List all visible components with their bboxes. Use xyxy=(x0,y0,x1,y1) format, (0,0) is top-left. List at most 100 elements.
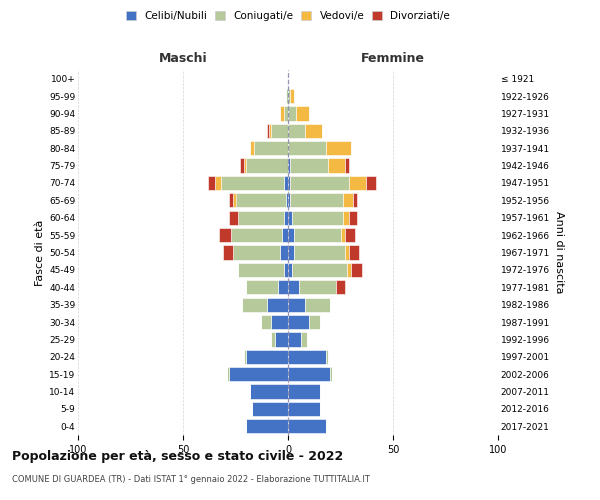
Bar xyxy=(288,367,330,382)
Bar xyxy=(246,419,288,434)
Bar xyxy=(309,315,320,329)
Bar xyxy=(254,141,288,156)
Bar xyxy=(343,193,353,208)
Bar xyxy=(305,298,330,312)
Bar xyxy=(290,193,343,208)
Bar xyxy=(288,228,295,242)
Bar xyxy=(223,246,233,260)
Bar xyxy=(242,298,267,312)
Bar xyxy=(288,384,320,398)
Bar xyxy=(275,332,288,346)
Bar xyxy=(221,176,284,190)
Bar xyxy=(215,176,221,190)
Bar xyxy=(227,367,229,382)
Y-axis label: Fasce di età: Fasce di età xyxy=(35,220,45,286)
Bar xyxy=(286,89,288,103)
Bar xyxy=(267,298,288,312)
Bar xyxy=(288,350,326,364)
Bar xyxy=(235,193,286,208)
Bar xyxy=(288,106,296,120)
Bar xyxy=(288,141,326,156)
Bar xyxy=(233,246,280,260)
Bar xyxy=(326,141,351,156)
Bar xyxy=(295,228,341,242)
Bar xyxy=(271,315,288,329)
Bar xyxy=(282,228,288,242)
Bar xyxy=(288,158,290,172)
Bar xyxy=(229,367,288,382)
Bar xyxy=(288,124,305,138)
Bar xyxy=(271,332,275,346)
Bar xyxy=(218,228,232,242)
Bar xyxy=(229,193,233,208)
Bar xyxy=(260,315,271,329)
Bar xyxy=(286,193,288,208)
Bar xyxy=(299,280,337,294)
Bar xyxy=(288,176,290,190)
Bar xyxy=(252,402,288,416)
Bar xyxy=(288,402,320,416)
Bar xyxy=(284,263,288,277)
Bar xyxy=(296,106,309,120)
Bar xyxy=(244,158,246,172)
Bar xyxy=(271,124,288,138)
Bar xyxy=(232,228,282,242)
Bar xyxy=(229,210,238,225)
Bar xyxy=(233,193,235,208)
Bar xyxy=(349,210,358,225)
Bar xyxy=(345,158,349,172)
Bar xyxy=(349,246,359,260)
Bar xyxy=(301,332,307,346)
Bar xyxy=(305,124,322,138)
Bar xyxy=(240,158,244,172)
Y-axis label: Anni di nascita: Anni di nascita xyxy=(554,211,564,294)
Bar xyxy=(345,246,349,260)
Bar xyxy=(288,193,290,208)
Bar xyxy=(246,158,288,172)
Bar xyxy=(290,176,349,190)
Bar xyxy=(288,89,290,103)
Bar xyxy=(349,176,366,190)
Bar xyxy=(343,210,349,225)
Bar xyxy=(269,124,271,138)
Bar xyxy=(246,280,277,294)
Bar xyxy=(337,280,344,294)
Bar xyxy=(330,367,332,382)
Bar xyxy=(288,210,292,225)
Bar xyxy=(288,246,295,260)
Bar xyxy=(284,106,288,120)
Bar xyxy=(292,210,343,225)
Legend: Celibi/Nubili, Coniugati/e, Vedovi/e, Divorziati/e: Celibi/Nubili, Coniugati/e, Vedovi/e, Di… xyxy=(123,8,453,24)
Bar xyxy=(280,106,284,120)
Bar xyxy=(238,263,284,277)
Bar xyxy=(288,263,292,277)
Bar xyxy=(246,350,288,364)
Bar xyxy=(288,419,326,434)
Bar xyxy=(277,280,288,294)
Text: Maschi: Maschi xyxy=(158,52,208,65)
Text: Femmine: Femmine xyxy=(361,52,425,65)
Bar xyxy=(288,315,309,329)
Bar xyxy=(347,263,351,277)
Bar xyxy=(280,246,288,260)
Bar xyxy=(250,141,254,156)
Bar xyxy=(238,210,284,225)
Bar xyxy=(366,176,376,190)
Bar xyxy=(290,158,328,172)
Bar xyxy=(284,176,288,190)
Text: Popolazione per età, sesso e stato civile - 2022: Popolazione per età, sesso e stato civil… xyxy=(12,450,343,463)
Bar xyxy=(250,384,288,398)
Bar xyxy=(288,298,305,312)
Bar xyxy=(326,350,328,364)
Bar xyxy=(290,89,295,103)
Bar xyxy=(353,193,358,208)
Bar xyxy=(341,228,344,242)
Bar xyxy=(288,332,301,346)
Bar xyxy=(244,350,246,364)
Bar xyxy=(328,158,345,172)
Bar xyxy=(208,176,215,190)
Bar xyxy=(288,280,299,294)
Bar xyxy=(284,210,288,225)
Text: COMUNE DI GUARDEA (TR) - Dati ISTAT 1° gennaio 2022 - Elaborazione TUTTITALIA.IT: COMUNE DI GUARDEA (TR) - Dati ISTAT 1° g… xyxy=(12,475,370,484)
Bar xyxy=(351,263,361,277)
